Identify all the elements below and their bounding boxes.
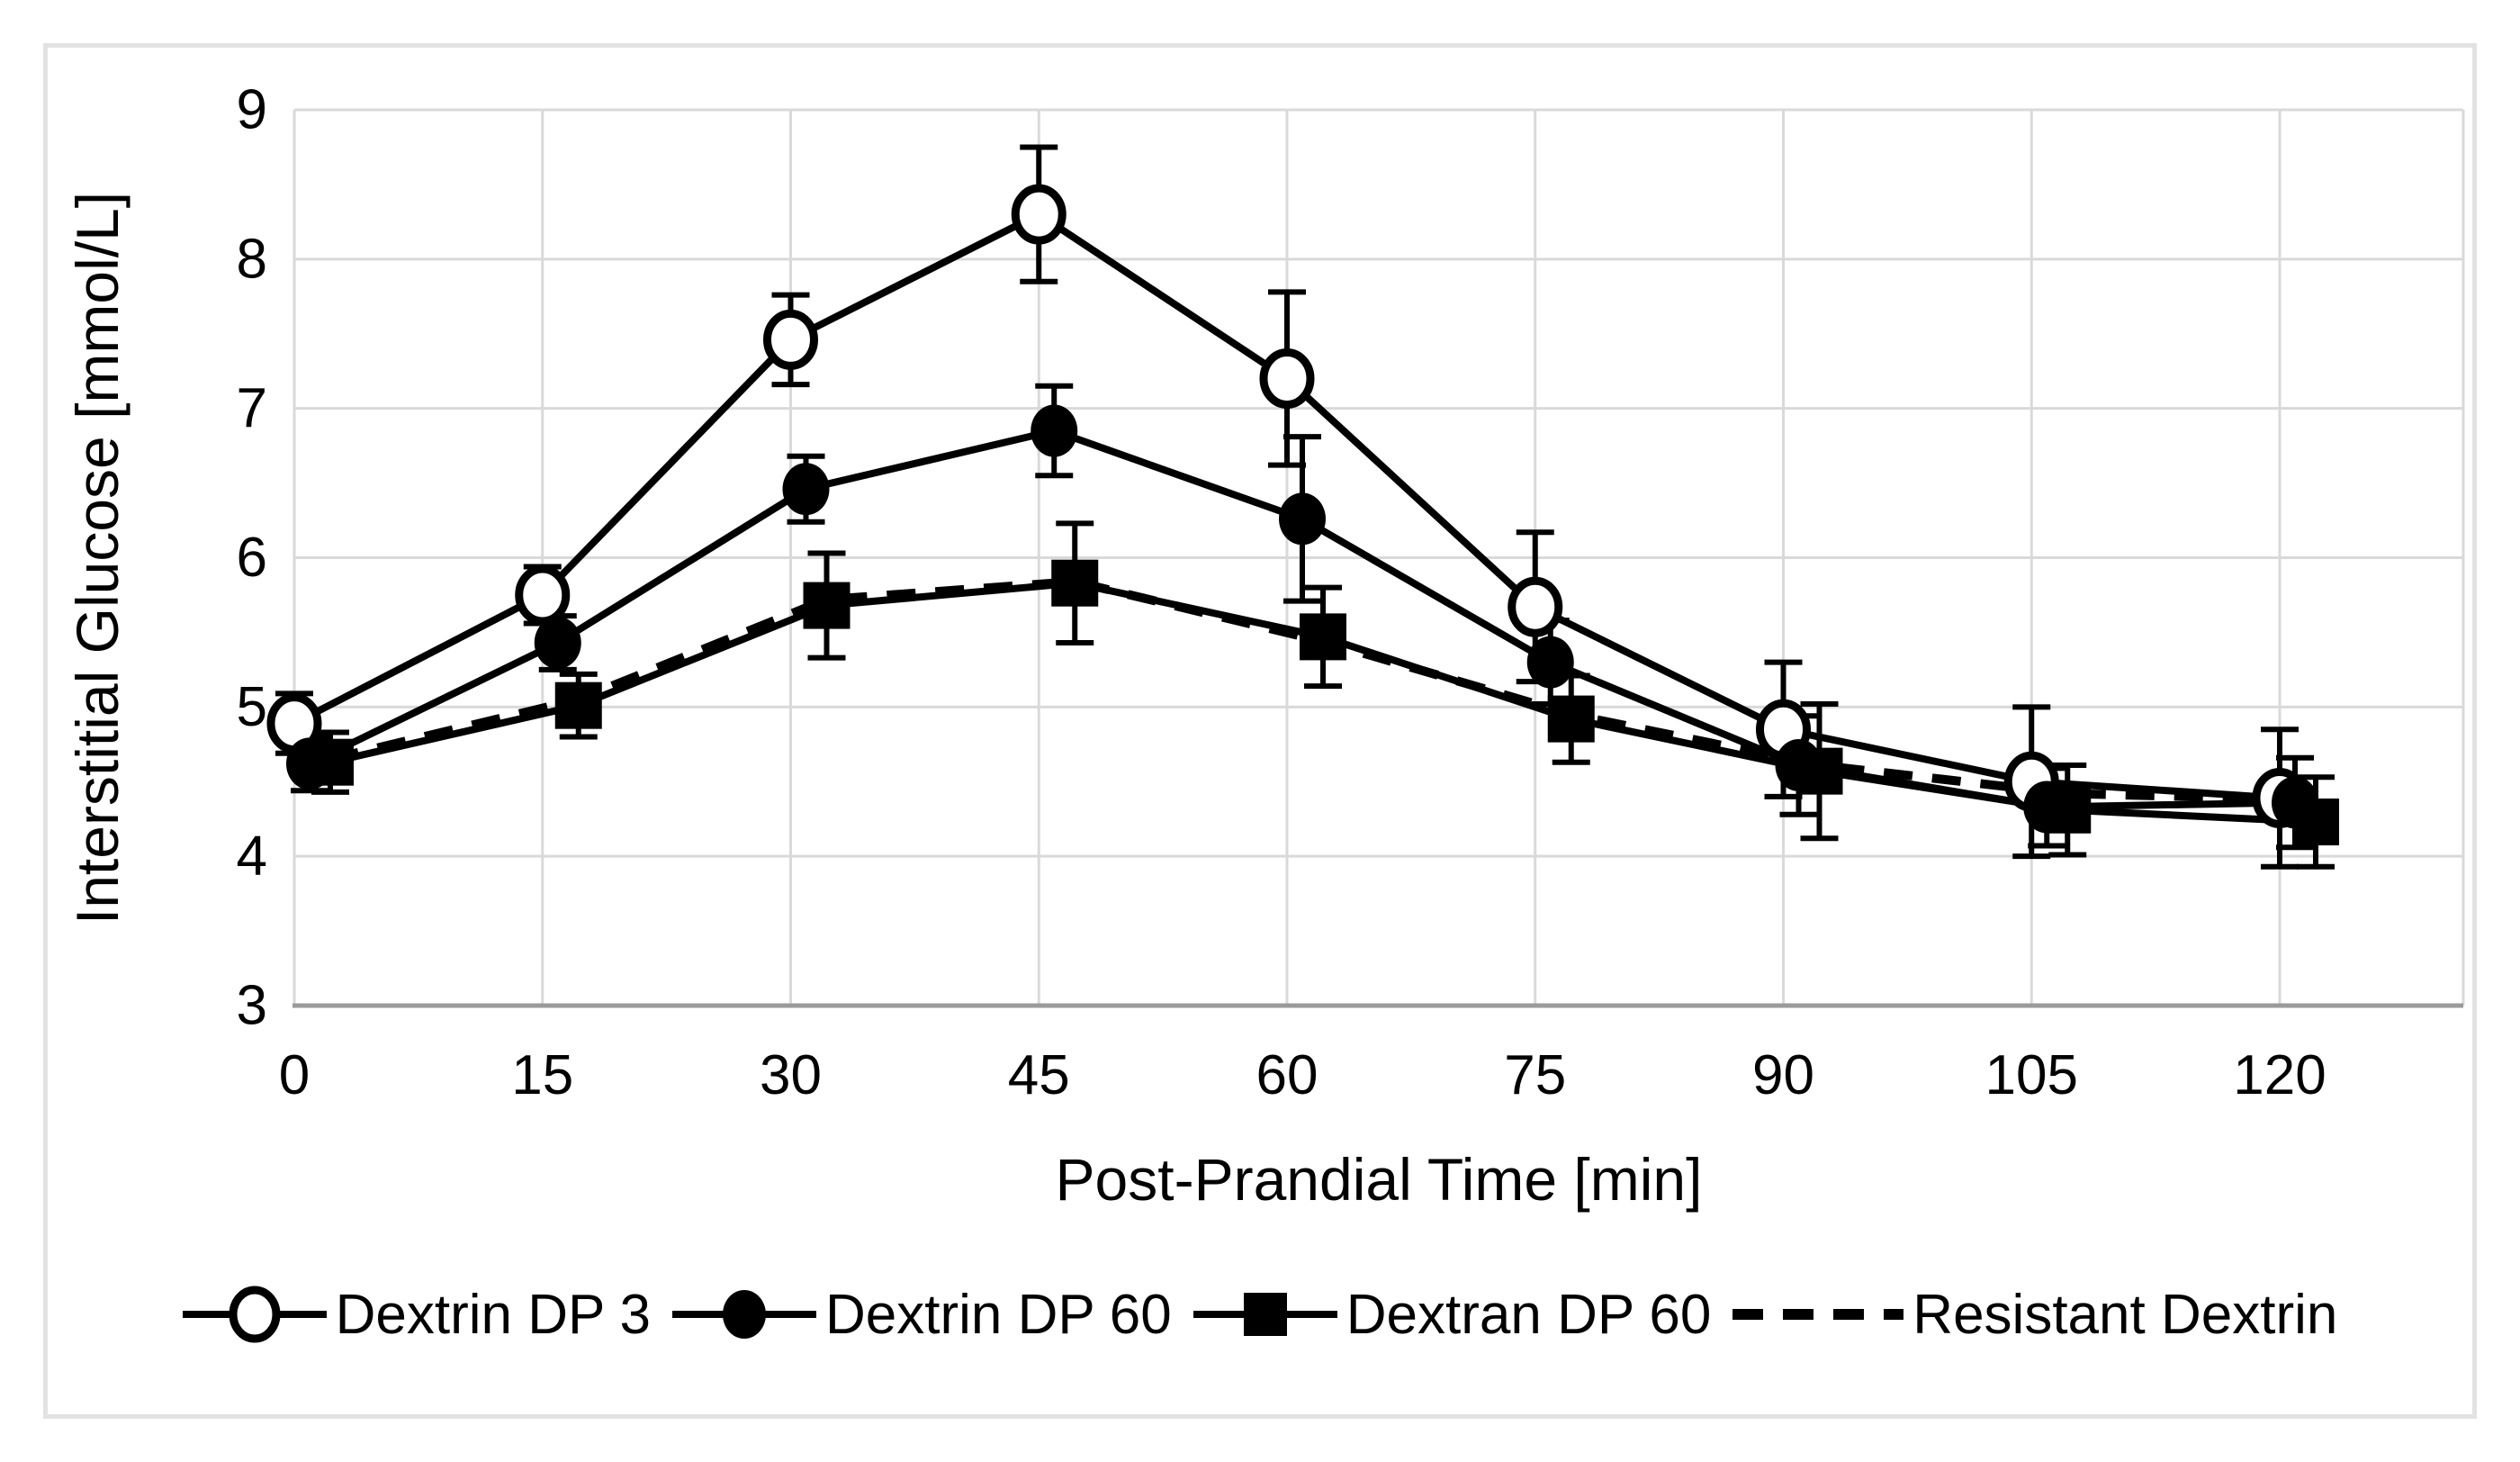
y-tick-label: 3 xyxy=(237,975,267,1037)
marker-circle-filled-icon xyxy=(1279,492,1326,546)
marker-square-filled-icon xyxy=(307,738,354,786)
marker-circle-open-icon xyxy=(763,309,818,370)
legend-swatch-circle-filled-icon xyxy=(671,1290,816,1339)
marker-square-filled-icon xyxy=(803,582,850,629)
y-tick-label: 8 xyxy=(237,228,267,290)
legend-swatch-circle-open-icon xyxy=(182,1286,327,1343)
marker-circle-filled-icon xyxy=(782,463,830,516)
marker-square-filled-icon xyxy=(1547,695,1595,743)
x-tick-label: 45 xyxy=(1008,1044,1070,1106)
y-tick-label: 6 xyxy=(237,527,267,589)
legend-label-resistant-dextrin: Resistant Dextrin xyxy=(1912,1283,2338,1346)
legend-item-dextrin-dp-3: Dextrin DP 3 xyxy=(182,1283,651,1347)
y-tick-label: 5 xyxy=(237,676,267,738)
marker-square-filled-icon xyxy=(554,681,602,729)
marker-square-filled-icon xyxy=(1300,613,1346,661)
legend-swatch-square-filled-icon xyxy=(1192,1293,1337,1336)
y-tick-label: 4 xyxy=(237,826,267,888)
marker-circle-filled-icon xyxy=(1526,636,1574,689)
marker-circle-filled-icon xyxy=(534,617,581,670)
x-tick-label: 105 xyxy=(1985,1044,2078,1106)
marker-circle-open-icon xyxy=(1259,348,1315,409)
x-tick-label: 60 xyxy=(1256,1044,1318,1106)
marker-circle-open-icon xyxy=(515,564,571,626)
legend-item-dextrin-dp-60: Dextrin DP 60 xyxy=(671,1283,1172,1347)
marker-square-filled-icon xyxy=(2044,786,2092,834)
x-tick-label: 75 xyxy=(1504,1044,1566,1106)
y-axis-title: Interstitial Glucose [mmol/L] xyxy=(64,191,130,925)
marker-circle-open-icon xyxy=(1508,576,1563,637)
legend-label-dextran-dp-60: Dextran DP 60 xyxy=(1346,1283,1712,1346)
chart-frame xyxy=(43,43,2477,1419)
x-tick-label: 30 xyxy=(760,1044,822,1106)
marker-square-filled-icon xyxy=(2292,799,2339,846)
x-tick-label: 15 xyxy=(511,1044,573,1106)
x-tick-label: 120 xyxy=(2233,1044,2326,1106)
marker-circle-open-icon xyxy=(1011,184,1066,245)
x-tick-label: 0 xyxy=(279,1044,310,1106)
marker-square-filled-icon xyxy=(1796,747,1843,795)
legend-label-dextrin-dp-3: Dextrin DP 3 xyxy=(335,1283,651,1346)
y-tick-label: 7 xyxy=(237,377,267,439)
x-axis-title: Post-Prandial Time [min] xyxy=(1055,1146,1703,1213)
legend-item-resistant-dextrin: Resistant Dextrin xyxy=(1732,1283,2337,1347)
legend-swatch-dashed-line-icon xyxy=(1732,1309,1904,1320)
x-tick-label: 90 xyxy=(1752,1044,1814,1106)
y-tick-label: 9 xyxy=(237,79,267,141)
marker-circle-filled-icon xyxy=(1030,404,1078,457)
legend-item-dextran-dp-60: Dextran DP 60 xyxy=(1192,1283,1712,1347)
marker-square-filled-icon xyxy=(1051,559,1099,607)
legend-label-dextrin-dp-60: Dextrin DP 60 xyxy=(824,1283,1172,1346)
chart-legend: Dextrin DP 3 Dextrin DP 60 Dextran DP 60 Re… xyxy=(54,1259,2466,1370)
